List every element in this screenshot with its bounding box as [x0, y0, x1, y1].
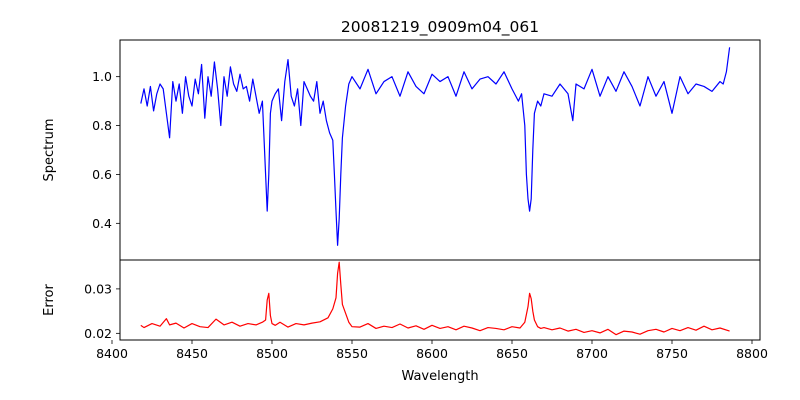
error-y-axis-label: Error: [42, 284, 57, 316]
x-tick-label: 8800: [736, 346, 768, 361]
x-tick-label: 8650: [496, 346, 528, 361]
spectrum-y-ticks: 0.4 0.6 0.8 1.0: [92, 69, 120, 231]
error-y-tick-label: 0.02: [84, 326, 112, 341]
x-tick-label: 8450: [176, 346, 208, 361]
error-panel: 0.02 0.03 8400 8450 8500 8550 8600 8650 8700 875…: [42, 259, 768, 384]
error-x-ticks: 8400 8450 8500 8550 8600 8650 8700 8750 8800: [96, 340, 768, 361]
x-tick-label: 8500: [256, 346, 288, 361]
x-tick-label: 8550: [336, 346, 368, 361]
error-series-line: [140, 261, 730, 336]
spectrum-y-tick-label: 0.8: [92, 118, 112, 133]
x-tick-label: 8750: [656, 346, 688, 361]
error-y-ticks: 0.02 0.03: [84, 281, 120, 341]
x-tick-label: 8600: [416, 346, 448, 361]
spectrum-y-tick-label: 0.4: [92, 216, 112, 231]
x-axis-label: Wavelength: [401, 369, 478, 384]
spectrum-y-axis-label: Spectrum: [42, 119, 57, 182]
spectrum-y-tick-label: 0.6: [92, 167, 112, 182]
spectrum-series-line: [140, 47, 731, 246]
chart-title: 20081219_0909m04_061: [341, 18, 539, 37]
error-axes-frame: [119, 259, 761, 341]
x-tick-label: 8700: [576, 346, 608, 361]
error-y-tick-label: 0.03: [84, 281, 112, 296]
spectrum-y-tick-label: 1.0: [92, 69, 112, 84]
x-tick-label: 8400: [96, 346, 128, 361]
